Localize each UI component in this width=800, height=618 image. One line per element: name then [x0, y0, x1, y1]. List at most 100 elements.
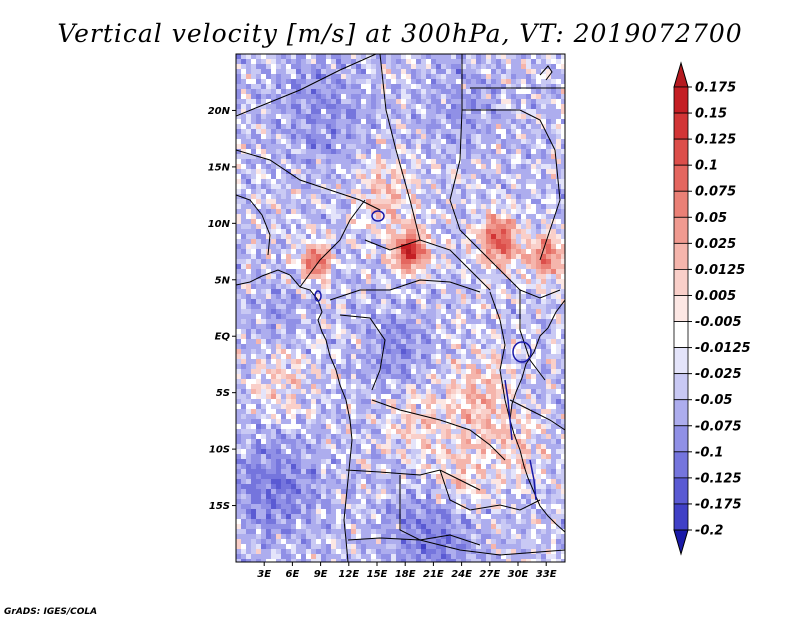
field-cell [361, 114, 367, 120]
field-cell [331, 204, 337, 210]
field-cell [561, 74, 565, 80]
field-cell [396, 179, 402, 185]
field-cell [521, 134, 527, 140]
field-cell [421, 324, 427, 330]
field-cell [471, 424, 477, 430]
field-cell [381, 264, 387, 270]
field-cell [476, 329, 482, 335]
field-cell [501, 364, 507, 370]
field-cell [251, 249, 257, 255]
field-cell [526, 224, 532, 230]
field-cell [486, 54, 492, 60]
field-cell [456, 204, 462, 210]
field-cell [386, 359, 392, 365]
field-cell [376, 314, 382, 320]
field-cell [286, 154, 292, 160]
field-cell [406, 109, 412, 115]
field-cell [361, 254, 367, 260]
field-cell [376, 289, 382, 295]
field-cell [546, 179, 552, 185]
field-cell [491, 214, 497, 220]
field-cell [556, 69, 562, 75]
field-cell [501, 174, 507, 180]
field-cell [366, 79, 372, 85]
field-cell [321, 239, 327, 245]
field-cell [406, 284, 412, 290]
field-cell [396, 339, 402, 345]
field-cell [461, 64, 467, 70]
field-cell [421, 244, 427, 250]
field-cell [516, 64, 522, 70]
field-cell [386, 399, 392, 405]
field-cell [236, 69, 242, 75]
field-cell [346, 269, 352, 275]
field-cell [476, 129, 482, 135]
field-cell [456, 384, 462, 390]
field-cell [486, 259, 492, 265]
field-cell [486, 309, 492, 315]
field-cell [461, 329, 467, 335]
field-cell [456, 429, 462, 435]
field-cell [271, 394, 277, 400]
field-cell [506, 144, 512, 150]
field-cell [416, 239, 422, 245]
field-cell [301, 129, 307, 135]
field-cell [246, 359, 252, 365]
field-cell [241, 359, 247, 365]
field-cell [236, 74, 242, 80]
field-cell [426, 214, 432, 220]
field-cell [376, 319, 382, 325]
field-cell [496, 404, 502, 410]
field-cell [521, 274, 527, 280]
field-cell [241, 189, 247, 195]
field-cell [446, 229, 452, 235]
field-cell [516, 314, 522, 320]
field-cell [316, 229, 322, 235]
field-cell [441, 119, 447, 125]
field-cell [426, 419, 432, 425]
field-cell [346, 309, 352, 315]
field-cell [286, 334, 292, 340]
field-cell [316, 64, 322, 70]
field-cell [271, 314, 277, 320]
field-cell [351, 409, 357, 415]
field-cell [411, 409, 417, 415]
field-cell [436, 324, 442, 330]
field-cell [251, 324, 257, 330]
field-cell [381, 374, 387, 380]
field-cell [451, 249, 457, 255]
field-cell [511, 59, 517, 65]
field-cell [271, 104, 277, 110]
field-cell [476, 99, 482, 105]
field-cell [516, 224, 522, 230]
field-cell [511, 269, 517, 275]
field-cell [291, 139, 297, 145]
field-cell [426, 229, 432, 235]
field-cell [556, 204, 562, 210]
field-cell [426, 319, 432, 325]
field-cell [461, 184, 467, 190]
field-cell [306, 274, 312, 280]
field-cell [311, 179, 317, 185]
field-cell [436, 94, 442, 100]
field-cell [431, 184, 437, 190]
field-cell [391, 344, 397, 350]
field-cell [451, 119, 457, 125]
field-cell [351, 414, 357, 420]
field-cell [431, 109, 437, 115]
field-cell [361, 354, 367, 360]
field-cell [486, 219, 492, 225]
field-cell [351, 194, 357, 200]
field-cell [406, 99, 412, 105]
field-cell [556, 84, 562, 90]
field-cell [246, 234, 252, 240]
field-cell [446, 214, 452, 220]
field-cell [481, 74, 487, 80]
field-cell [436, 319, 442, 325]
field-cell [261, 69, 267, 75]
field-cell [256, 324, 262, 330]
field-cell [476, 404, 482, 410]
field-cell [496, 129, 502, 135]
field-cell [436, 54, 442, 60]
field-cell [456, 84, 462, 90]
